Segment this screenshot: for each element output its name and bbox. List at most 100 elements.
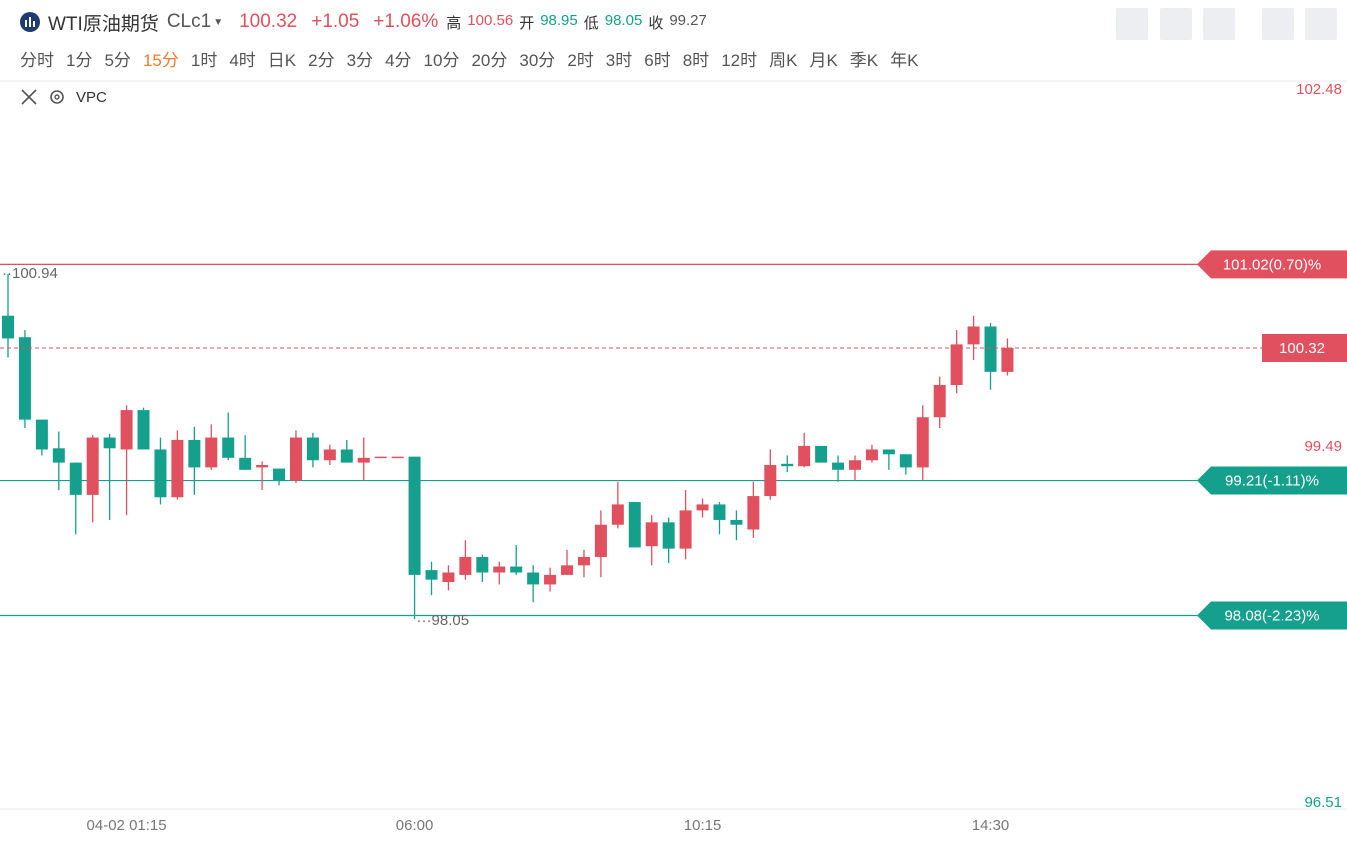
timeframe[interactable]: 2分 (308, 51, 335, 70)
candle-body (459, 556, 472, 575)
candle-body (798, 445, 811, 467)
stat-value: 98.05 (604, 11, 643, 29)
timeframe[interactable]: 5分 (104, 51, 131, 70)
timeframe[interactable]: 年K (890, 51, 919, 70)
candle-body (323, 449, 336, 461)
x-tick-label: 10:15 (684, 817, 722, 834)
timeframe[interactable]: 日K (267, 51, 297, 70)
indicator-name: VPC (76, 88, 107, 106)
level-tag (1197, 250, 1347, 279)
candle-body (289, 437, 302, 481)
level-tag (1197, 466, 1347, 495)
y-tick-label: 102.48 (1296, 81, 1342, 98)
candle-body (222, 437, 235, 458)
shrink-button[interactable] (1262, 8, 1294, 40)
stat-label: 低 (583, 14, 599, 32)
x-tick-label: 04-02 01:15 (87, 817, 167, 834)
x-tick-label: 06:00 (396, 817, 434, 834)
candle-body (933, 384, 946, 418)
symbol[interactable]: CLc1 (166, 11, 212, 32)
caret[interactable]: ▼ (213, 16, 224, 28)
candle-body (899, 454, 912, 468)
candle-body (103, 437, 116, 449)
line-tool[interactable] (1116, 8, 1148, 40)
header: WTI原油期货 CLc1 ▼ 100.32 +1.05 +1.06% 高 100.5… (20, 8, 707, 36)
candle-body (425, 570, 438, 580)
close-icon[interactable] (20, 88, 38, 106)
timeframe[interactable]: 12时 (721, 51, 758, 70)
candle-body (154, 449, 167, 498)
candle-body (86, 437, 99, 495)
level-label: 101.02(0.70)% (1223, 256, 1321, 273)
stat-value: 100.56 (467, 11, 514, 29)
stat-label: 开 (519, 14, 535, 32)
title: WTI原油期货 (48, 13, 159, 35)
stat-label: 高 (446, 14, 462, 32)
candle-body (239, 457, 252, 470)
candle-body (611, 504, 624, 525)
candle-body (188, 439, 201, 468)
level-tag (1197, 601, 1347, 630)
level-label: 98.08(-2.23)% (1224, 607, 1319, 624)
candle-body (391, 456, 404, 459)
candle-body (18, 337, 31, 420)
candle-body (882, 449, 895, 455)
stat-value: 98.95 (540, 11, 578, 29)
max-label: ··100.94 (2, 265, 58, 282)
stat-value: 99.27 (669, 11, 707, 29)
candle-body (510, 566, 523, 573)
timeframe[interactable]: 30分 (519, 51, 556, 70)
change: +1.05 (311, 11, 360, 32)
timeframe[interactable]: 10分 (423, 51, 460, 70)
candle-body (815, 445, 828, 463)
candle-body (967, 326, 980, 345)
y-tick-label: 99.49 (1304, 438, 1342, 455)
timeframe[interactable]: 4分 (385, 51, 412, 70)
timeframe[interactable]: 4时 (229, 51, 256, 70)
timeframe[interactable]: 20分 (471, 51, 508, 70)
candle-body (408, 456, 421, 575)
candle-body (52, 448, 65, 463)
candle-body (306, 437, 319, 461)
timeframe[interactable]: 6时 (644, 51, 671, 70)
candle-body (696, 504, 709, 511)
candle-body (69, 462, 82, 495)
min-label: ···98.05 (417, 612, 470, 629)
candle-body (205, 437, 218, 468)
timeframes: 分时 1分 5分 15分 1时 4时 日K 2分 3分 4分 10分 20分 30分 2时 3时 6时 8时 12… (20, 46, 930, 71)
last-price-tag (1262, 333, 1347, 362)
settings-icon[interactable] (48, 88, 66, 106)
stats: 高 100.56 开 98.95 低 98.05 收 99.27 (446, 12, 707, 33)
timeframe[interactable]: 月K (809, 51, 838, 70)
x-tick-label: 14:30 (972, 817, 1010, 834)
candle-body (645, 522, 658, 547)
timeframe[interactable]: 周K (769, 51, 798, 70)
timeframe[interactable]: 3时 (605, 51, 633, 70)
timeframe[interactable]: 2时 (567, 51, 594, 70)
level-label: 99.21(-1.11)% (1225, 473, 1319, 490)
timeframe[interactable]: 1分 (66, 51, 93, 70)
draw-tool[interactable] (1160, 8, 1192, 40)
logo (20, 12, 40, 32)
candle-body (679, 510, 692, 549)
close-button[interactable] (1305, 8, 1337, 40)
candle-body (849, 460, 861, 470)
timeframe[interactable]: 季K (849, 51, 879, 70)
timeframe[interactable]: 15分 (142, 51, 179, 70)
timeframe[interactable]: 1时 (190, 51, 218, 70)
indicator: VPC (20, 88, 107, 106)
stat-label: 收 (648, 14, 664, 32)
candle-body (35, 419, 48, 450)
candle-body (950, 344, 963, 385)
candle-body (916, 417, 929, 468)
candle-tool[interactable] (1203, 8, 1235, 40)
candle-body (2, 315, 14, 339)
timeframe[interactable]: 8时 (682, 51, 710, 70)
candle-body (747, 496, 760, 530)
candle-body (1001, 347, 1014, 372)
timeframe[interactable]: 分时 (20, 51, 54, 70)
timeframe[interactable]: 3分 (346, 51, 374, 70)
candle-body (476, 556, 489, 573)
